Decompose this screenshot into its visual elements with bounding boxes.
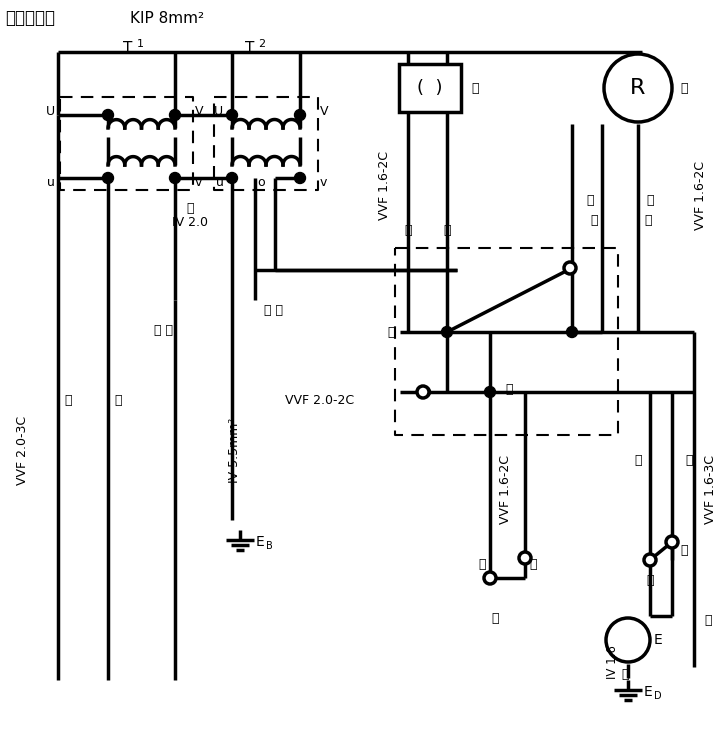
Circle shape — [519, 552, 531, 564]
Text: V: V — [195, 105, 204, 117]
Text: KIP 8mm²: KIP 8mm² — [130, 10, 204, 26]
Circle shape — [417, 386, 429, 398]
Text: 白: 白 — [186, 201, 194, 215]
Text: T: T — [123, 41, 132, 55]
Text: 黒: 黒 — [646, 573, 654, 587]
Text: VVF 1.6-2C: VVF 1.6-2C — [499, 455, 513, 525]
Text: 黒: 黒 — [478, 559, 486, 571]
Text: 黒: 黒 — [646, 193, 654, 207]
Circle shape — [666, 536, 678, 548]
Text: E: E — [654, 633, 662, 647]
Circle shape — [295, 173, 306, 184]
Text: IV 5.5mm²: IV 5.5mm² — [228, 417, 240, 483]
Text: R: R — [630, 78, 646, 98]
Circle shape — [441, 326, 453, 337]
Text: イ: イ — [680, 543, 688, 556]
Circle shape — [226, 109, 237, 120]
Text: IV 2.0: IV 2.0 — [172, 215, 208, 229]
Text: u: u — [47, 176, 55, 188]
Text: 小: 小 — [505, 382, 513, 396]
Circle shape — [170, 109, 181, 120]
Text: 口: 口 — [471, 81, 479, 94]
Circle shape — [566, 326, 577, 337]
Circle shape — [170, 173, 181, 184]
Circle shape — [485, 387, 496, 398]
Text: v: v — [195, 176, 202, 188]
Text: 口: 口 — [491, 612, 499, 624]
Text: 2: 2 — [258, 39, 266, 49]
Circle shape — [484, 572, 496, 584]
Text: 中: 中 — [387, 325, 395, 339]
Text: 【複線図】: 【複線図】 — [5, 9, 55, 27]
Text: E: E — [256, 535, 265, 549]
Circle shape — [226, 173, 237, 184]
Text: E: E — [644, 685, 653, 699]
Text: 緑: 緑 — [621, 669, 629, 681]
Text: イ: イ — [680, 81, 688, 94]
Text: 白: 白 — [590, 213, 598, 227]
Text: U: U — [214, 105, 223, 117]
Text: 赤: 赤 — [64, 393, 72, 407]
Text: 白: 白 — [114, 393, 122, 407]
Circle shape — [606, 618, 650, 662]
Text: VVF 2.0-2C: VVF 2.0-2C — [285, 393, 354, 407]
Circle shape — [644, 554, 656, 566]
Text: 黒 緑: 黒 緑 — [154, 323, 173, 337]
Text: 白: 白 — [404, 224, 412, 236]
Text: VVF 1.6-3C: VVF 1.6-3C — [703, 455, 716, 525]
Text: 1: 1 — [137, 39, 143, 49]
Circle shape — [604, 54, 672, 122]
Circle shape — [295, 109, 306, 120]
Text: o: o — [257, 176, 265, 188]
Text: T: T — [245, 41, 255, 55]
Text: 黒: 黒 — [443, 224, 451, 236]
Text: 黒: 黒 — [634, 453, 642, 466]
Circle shape — [419, 387, 430, 398]
Circle shape — [564, 262, 576, 274]
Circle shape — [103, 109, 114, 120]
FancyBboxPatch shape — [399, 64, 461, 112]
Text: 白: 白 — [529, 559, 537, 571]
Text: U: U — [46, 105, 55, 117]
Text: 赤: 赤 — [685, 453, 693, 466]
Text: IV 1.6: IV 1.6 — [606, 645, 619, 679]
Text: 白: 白 — [704, 613, 711, 627]
Circle shape — [103, 173, 114, 184]
Text: v: v — [320, 176, 328, 188]
Text: VVF 1.6-2C: VVF 1.6-2C — [379, 151, 392, 219]
Text: 白: 白 — [586, 193, 594, 207]
Text: D: D — [654, 691, 662, 701]
Text: 白 黒: 白 黒 — [264, 303, 282, 317]
Text: 黒: 黒 — [644, 213, 652, 227]
Text: VVF 1.6-2C: VVF 1.6-2C — [694, 160, 706, 230]
Text: u: u — [216, 176, 224, 188]
Text: B: B — [266, 541, 273, 551]
Text: VVF 2.0-3C: VVF 2.0-3C — [15, 415, 28, 485]
Text: (  ): ( ) — [417, 79, 443, 97]
Text: V: V — [320, 105, 328, 117]
